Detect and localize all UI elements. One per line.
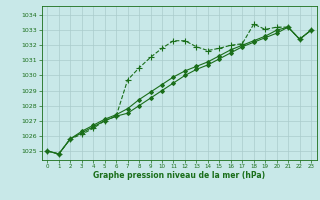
X-axis label: Graphe pression niveau de la mer (hPa): Graphe pression niveau de la mer (hPa)	[93, 171, 265, 180]
